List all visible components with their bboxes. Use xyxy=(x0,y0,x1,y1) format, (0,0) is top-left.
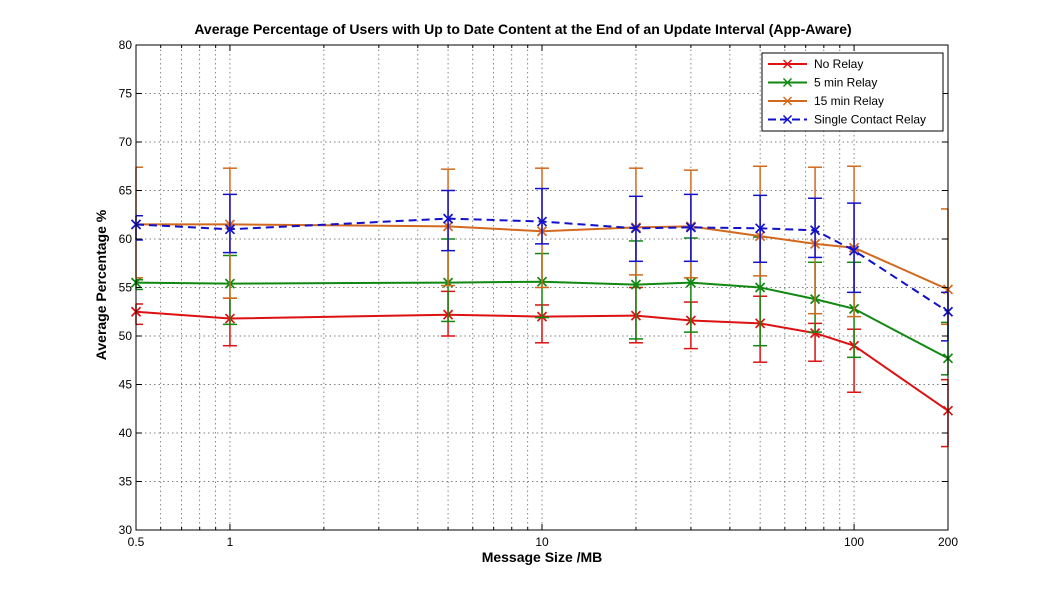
legend-marker xyxy=(782,77,793,88)
data-point xyxy=(536,216,548,227)
data-point xyxy=(224,224,236,235)
series-line xyxy=(135,280,949,360)
chart-title: Average Percentage of Users with Up to D… xyxy=(194,21,851,37)
data-point-stroke xyxy=(755,223,766,234)
data-point-stroke xyxy=(630,223,642,234)
series-group xyxy=(130,187,954,342)
y-tick-label: 55 xyxy=(119,281,133,295)
legend-item: 5 min Relay xyxy=(768,76,877,90)
data-point-stroke xyxy=(685,222,696,233)
data-point xyxy=(630,223,642,234)
legend-marker xyxy=(782,96,793,106)
data-point xyxy=(809,225,821,236)
data-point-stroke xyxy=(755,282,766,293)
legend-box xyxy=(761,52,944,132)
x-tick-label: 10 xyxy=(535,535,549,549)
legend-label: 5 min Relay xyxy=(814,76,877,90)
x-axis-label: Message Size /MB xyxy=(482,549,603,565)
series-line xyxy=(136,223,949,291)
data-point-stroke xyxy=(809,327,821,339)
x-tick-label: 0.5 xyxy=(128,535,145,549)
legend-label: 15 min Relay xyxy=(814,94,884,108)
y-tick-label: 75 xyxy=(119,87,133,101)
legend: No Relay 5 min Relay 15 min Relay Single Co… xyxy=(761,52,944,132)
y-tick-label: 35 xyxy=(119,475,133,489)
series-line xyxy=(135,310,949,412)
data-point xyxy=(685,222,696,233)
data-point xyxy=(442,213,454,224)
data-point xyxy=(755,282,766,293)
legend-item: 15 min Relay xyxy=(768,94,884,108)
legend-label: No Relay xyxy=(814,57,863,71)
y-tick-label: 60 xyxy=(119,232,133,246)
x-tick-label: 1 xyxy=(227,535,234,549)
x-tick-label: 100 xyxy=(844,535,864,549)
data-point-stroke xyxy=(848,245,860,256)
data-point-stroke xyxy=(809,225,821,236)
data-point-stroke xyxy=(224,224,236,235)
y-tick-label: 65 xyxy=(119,184,133,198)
y-tick-label: 50 xyxy=(119,329,133,343)
data-point xyxy=(685,277,696,288)
data-point xyxy=(630,279,642,290)
axis-ticks: 0.5 1 10 100 200 30 35 40 45 50 55 60 65 70 75 80 xyxy=(119,38,959,549)
data-point xyxy=(809,327,821,339)
y-tick-label: 80 xyxy=(119,38,133,52)
y-tick-label: 45 xyxy=(119,378,133,392)
legend-marker xyxy=(782,59,793,69)
legend-item: Single Contact Relay xyxy=(768,113,926,127)
data-point-stroke xyxy=(536,216,548,227)
legend-item: No Relay xyxy=(768,57,863,71)
y-axis-label: Average Percentage % xyxy=(93,209,109,360)
legend-label: Single Contact Relay xyxy=(814,113,926,127)
x-tick-label: 200 xyxy=(938,535,958,549)
data-point-stroke xyxy=(630,279,642,290)
data-point xyxy=(848,245,860,256)
data-point xyxy=(755,223,766,234)
data-point-stroke xyxy=(442,213,454,224)
legend-marker xyxy=(782,114,793,125)
data-point-stroke xyxy=(685,277,696,288)
y-tick-label: 40 xyxy=(119,426,133,440)
y-tick-label: 30 xyxy=(119,523,133,537)
y-tick-label: 70 xyxy=(119,135,133,149)
